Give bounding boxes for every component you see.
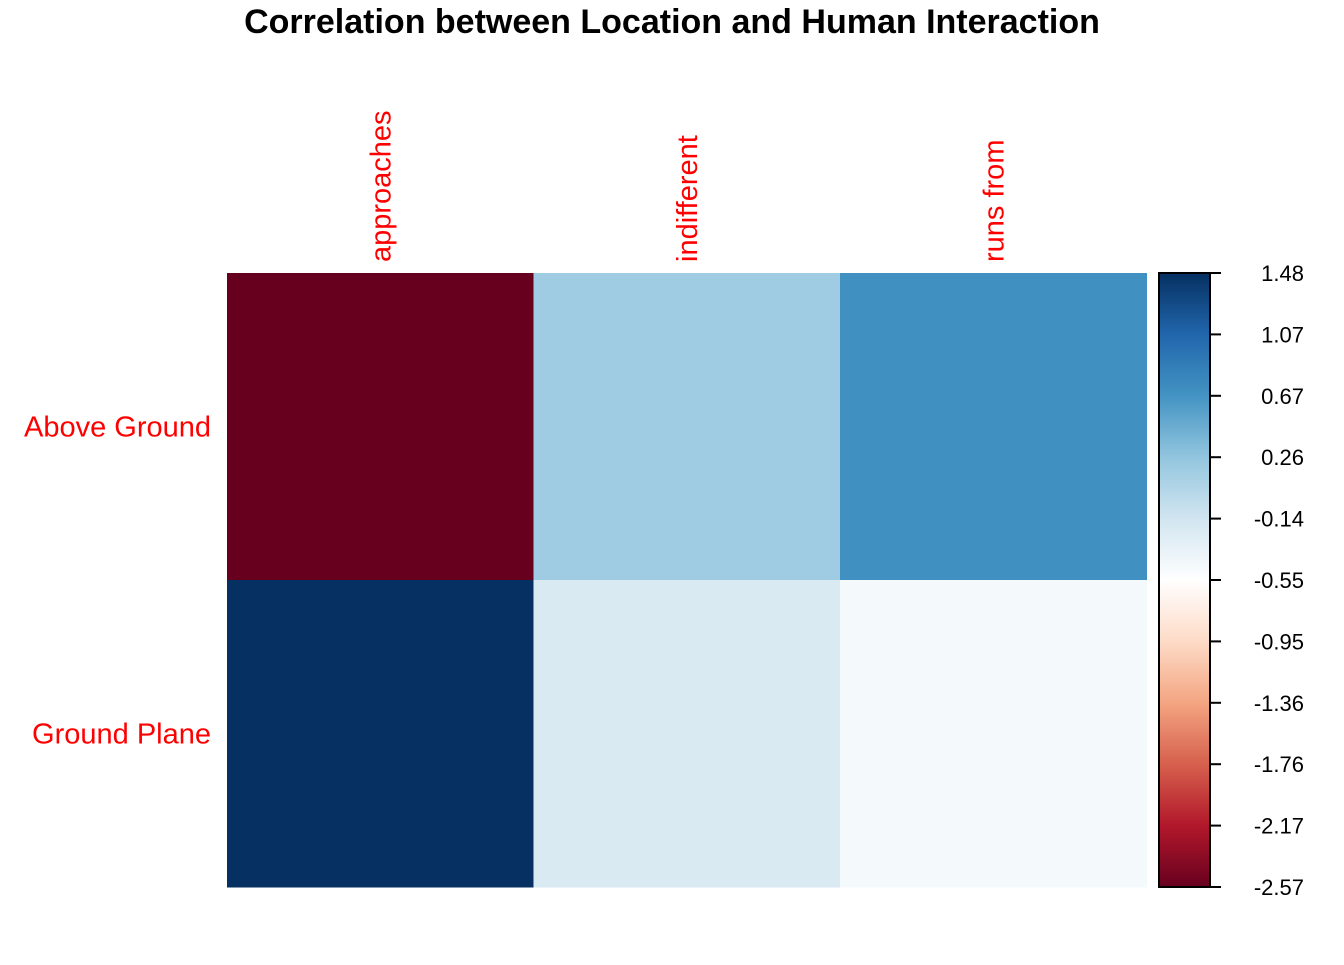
colorbar-tick-label: 0.67	[1261, 384, 1304, 409]
column-labels: approaches indifferent runs from	[365, 110, 1010, 262]
colorbar-tick-label: 1.48	[1261, 261, 1304, 286]
heatmap-cells	[227, 273, 1147, 888]
colorbar-tick-label: -0.55	[1254, 568, 1304, 593]
heatmap-cell	[227, 580, 534, 888]
heatmap-cell	[533, 273, 841, 581]
colorbar-tick-label: -1.36	[1254, 691, 1304, 716]
heatmap-cell	[840, 580, 1147, 888]
colorbar-gradient	[1158, 272, 1211, 888]
row-label: Ground Plane	[32, 719, 211, 751]
colorbar-tick-label: 1.07	[1261, 322, 1304, 347]
row-label: Above Ground	[24, 412, 211, 444]
heatmap-cell	[227, 273, 534, 581]
heatmap-cell	[533, 580, 841, 888]
row-labels: Above Ground Ground Plane	[24, 412, 211, 751]
column-label: indifferent	[672, 135, 704, 262]
heatmap-cell	[840, 273, 1147, 581]
color-legend: 1.48 1.07 0.67 0.26 -0.14 -0.55 -0.95 -1.36 -1.7…	[1158, 261, 1304, 900]
colorbar-tick-label: 0.26	[1261, 445, 1304, 470]
colorbar-tick-label: -0.95	[1254, 629, 1304, 654]
colorbar-tick-label: -1.76	[1254, 752, 1304, 777]
colorbar-tick-label: -2.57	[1254, 875, 1304, 900]
colorbar-tick-label: -2.17	[1254, 814, 1304, 839]
colorbar-tick-label: -0.14	[1254, 507, 1304, 532]
chart-title: Correlation between Location and Human I…	[244, 3, 1100, 41]
column-label: runs from	[978, 140, 1010, 262]
column-label: approaches	[365, 110, 397, 262]
